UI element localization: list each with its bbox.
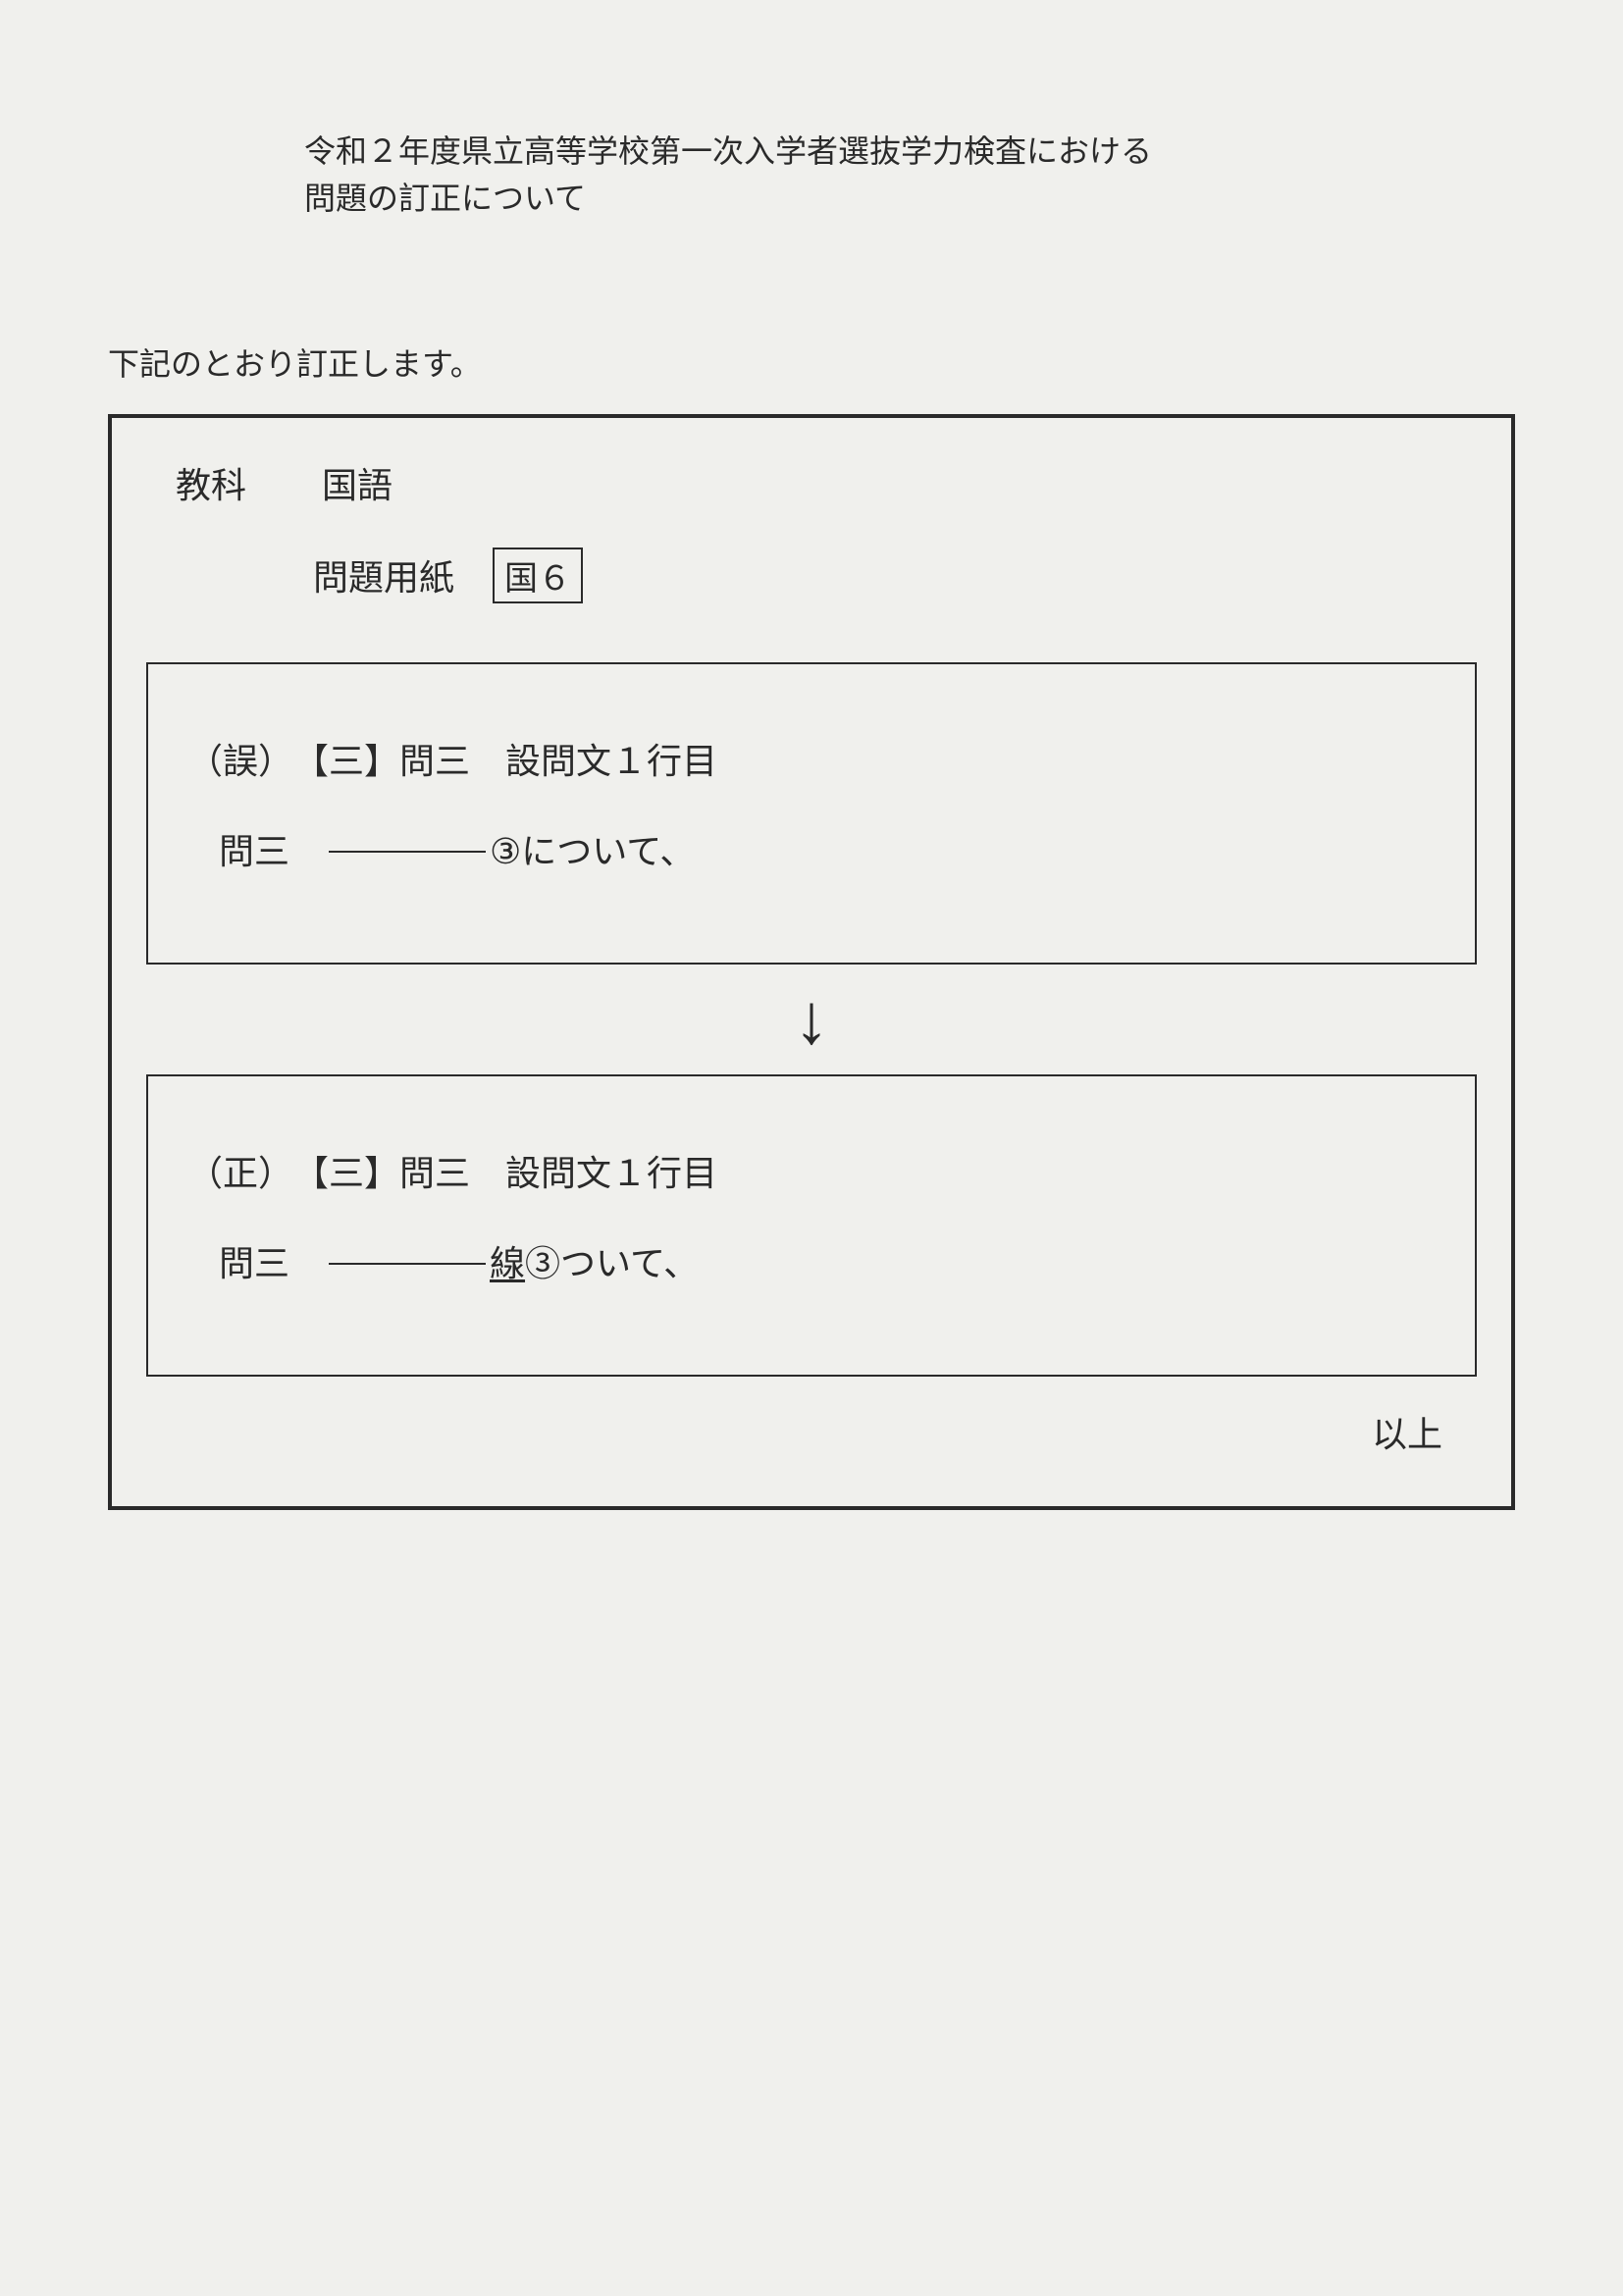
dash-line-icon	[329, 1263, 486, 1265]
incorrect-prefix: 問三	[219, 832, 325, 871]
subject-label: 教科	[176, 457, 313, 508]
down-arrow-icon: ↓	[794, 980, 829, 1059]
subject-value: 国語	[322, 466, 393, 505]
incorrect-box: （誤） 【三】問三 設問文１行目 問三 ③について、	[146, 662, 1477, 965]
paper-label: 問題用紙	[313, 549, 454, 600]
arrow-container: ↓	[141, 984, 1482, 1055]
title-line-2: 問題の訂正について	[304, 175, 1515, 222]
incorrect-heading: （誤） 【三】問三 設問文１行目	[187, 733, 1436, 784]
correct-suffix: ③ついて、	[525, 1244, 699, 1283]
incorrect-content: 問三 ③について、	[187, 823, 1436, 874]
correct-box: （正） 【三】問三 設問文１行目 問三 線③ついて、	[146, 1074, 1477, 1377]
document-title: 令和２年度県立高等学校第一次入学者選抜学力検査における 問題の訂正について	[304, 128, 1515, 222]
document-page: 令和２年度県立高等学校第一次入学者選抜学力検査における 問題の訂正について 下記…	[0, 0, 1623, 1608]
underlined-correction: 線	[490, 1244, 525, 1283]
correction-header: 教科 国語 問題用紙 国６	[141, 457, 1482, 603]
correct-content: 問三 線③ついて、	[187, 1235, 1436, 1286]
paper-code-box: 国６	[493, 548, 583, 603]
intro-text: 下記のとおり訂正します。	[108, 339, 1515, 385]
correct-prefix: 問三	[219, 1244, 325, 1283]
paper-row: 問題用紙 国６	[313, 548, 1482, 603]
closing-text: 以上	[141, 1406, 1482, 1457]
title-line-1: 令和２年度県立高等学校第一次入学者選抜学力検査における	[304, 128, 1515, 175]
dash-line-icon	[329, 851, 486, 853]
incorrect-suffix: ③について、	[490, 832, 695, 871]
subject-row: 教科 国語	[176, 457, 1482, 508]
correction-outer-box: 教科 国語 問題用紙 国６ （誤） 【三】問三 設問文１行目 問三 ③について、…	[108, 414, 1515, 1510]
correct-heading: （正） 【三】問三 設問文１行目	[187, 1145, 1436, 1196]
